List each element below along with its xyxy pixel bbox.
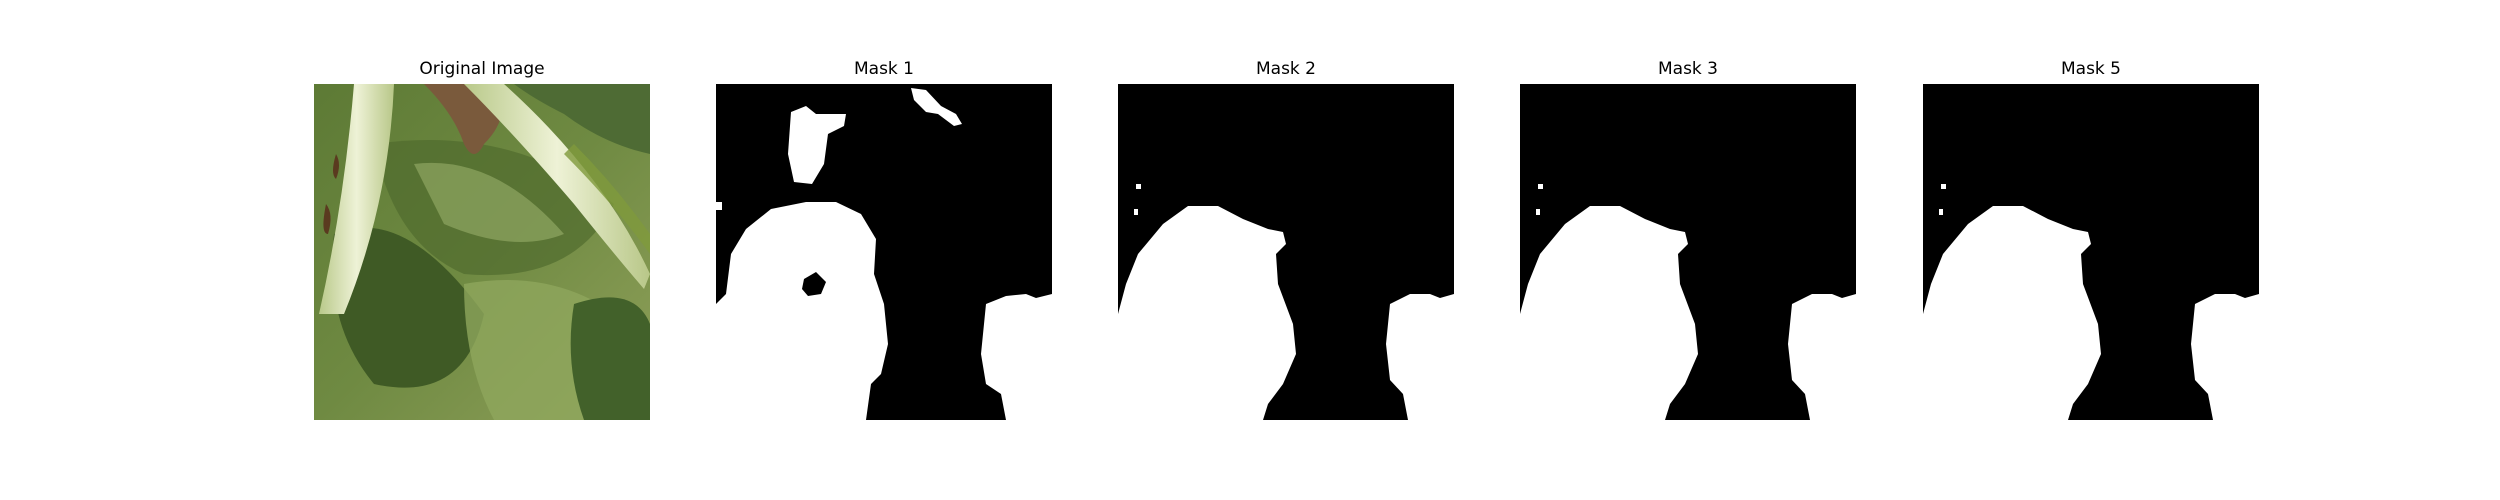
mask-3-canvas [1520,84,1856,420]
mask-2-image [1118,84,1454,420]
mask-1-image [716,84,1052,420]
mask-2-title: Mask 2 [1255,59,1316,79]
mask-1-title: Mask 1 [853,59,914,79]
mask-2-canvas [1118,84,1454,420]
original-image [314,84,650,420]
mask-5-image [1923,84,2259,420]
mask-1-canvas [716,84,1052,420]
mask-5-title: Mask 5 [2060,59,2121,79]
mask-5-canvas [1923,84,2259,420]
mask-3-title: Mask 3 [1657,59,1718,79]
leaf-photo [314,84,650,420]
original-image-title: Original Image [419,59,545,79]
mask-3-image [1520,84,1856,420]
